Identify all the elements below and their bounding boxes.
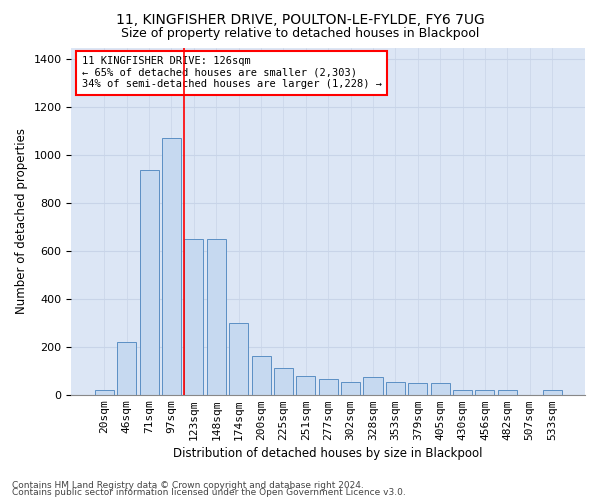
Text: Contains HM Land Registry data © Crown copyright and database right 2024.: Contains HM Land Registry data © Crown c… (12, 480, 364, 490)
Bar (140, 170, 158, 394)
Bar (117, 342, 136, 394)
Bar (274, 368, 293, 394)
Bar (207, 239, 226, 394)
Bar (475, 390, 494, 394)
Bar (162, 138, 181, 394)
Bar (431, 383, 449, 394)
Bar (229, 323, 248, 394)
Bar (251, 356, 271, 395)
Text: Size of property relative to detached houses in Blackpool: Size of property relative to detached ho… (121, 28, 479, 40)
Text: 11, KINGFISHER DRIVE, POULTON-LE-FYLDE, FY6 7UG: 11, KINGFISHER DRIVE, POULTON-LE-FYLDE, … (116, 12, 484, 26)
Y-axis label: Number of detached properties: Number of detached properties (15, 128, 28, 314)
Bar (453, 390, 472, 394)
Bar (386, 382, 405, 394)
Bar (542, 390, 562, 394)
Bar (408, 383, 427, 394)
Bar (364, 376, 383, 394)
Bar (296, 376, 316, 394)
Text: Contains public sector information licensed under the Open Government Licence v3: Contains public sector information licen… (12, 488, 406, 497)
Bar (341, 382, 360, 394)
Bar (319, 379, 338, 394)
Bar (95, 390, 114, 394)
X-axis label: Distribution of detached houses by size in Blackpool: Distribution of detached houses by size … (173, 447, 483, 460)
Bar (184, 239, 203, 394)
Bar (498, 390, 517, 394)
Text: 11 KINGFISHER DRIVE: 126sqm
← 65% of detached houses are smaller (2,303)
34% of : 11 KINGFISHER DRIVE: 126sqm ← 65% of det… (82, 56, 382, 90)
